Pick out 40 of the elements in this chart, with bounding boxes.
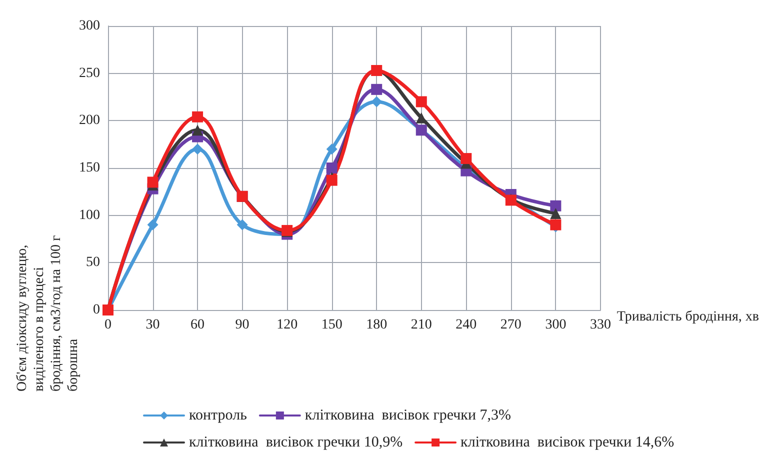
point <box>326 144 338 155</box>
y-tick-label: 300 <box>79 18 100 34</box>
point <box>326 162 338 174</box>
x-tick-label: 60 <box>190 318 205 332</box>
y-axis-title: Об'єм діоксиду вуглецю, виділеного в процесі бродіння, см3/год на 100 г борошна <box>15 232 81 392</box>
x-tick-label: 0 <box>104 318 112 332</box>
x-axis-title: Тривалість бродіння, хв <box>616 310 760 324</box>
point <box>147 176 158 188</box>
x-tick-label: 120 <box>276 318 298 332</box>
point <box>550 208 562 219</box>
point <box>192 111 204 122</box>
x-tick-label: 240 <box>456 318 477 332</box>
x-tick-label: 180 <box>366 318 388 332</box>
y-tick-label: 250 <box>79 66 100 81</box>
x-tick-label: 30 <box>146 318 160 332</box>
point <box>460 153 472 164</box>
point <box>371 84 382 95</box>
point <box>416 96 427 108</box>
point <box>371 96 382 108</box>
x-tick-label: 150 <box>321 318 342 332</box>
point <box>550 200 562 212</box>
legend-label: контроль <box>189 408 248 424</box>
legend-label: клітковина висівок гречки 10,9% <box>189 434 403 450</box>
point <box>192 144 204 155</box>
point <box>236 219 248 230</box>
x-tick-label: 90 <box>235 318 250 332</box>
point <box>192 124 204 136</box>
x-tick-label: 270 <box>500 318 522 332</box>
y-tick-label: 100 <box>79 208 100 223</box>
legend-label: клітковина висівок гречки 7,3% <box>304 408 511 424</box>
y-tick-label: 0 <box>93 302 100 318</box>
y-tick-label: 200 <box>79 113 100 128</box>
y-tick-label: 50 <box>86 255 100 270</box>
y-tick-label: 150 <box>79 160 100 176</box>
x-tick-label: 300 <box>545 318 566 332</box>
x-tick-label: 210 <box>410 318 432 332</box>
point <box>147 219 158 230</box>
point <box>326 174 338 186</box>
x-tick-label: 330 <box>590 318 611 332</box>
legend-label: клітковина висівок гречки 14,6% <box>460 434 674 450</box>
